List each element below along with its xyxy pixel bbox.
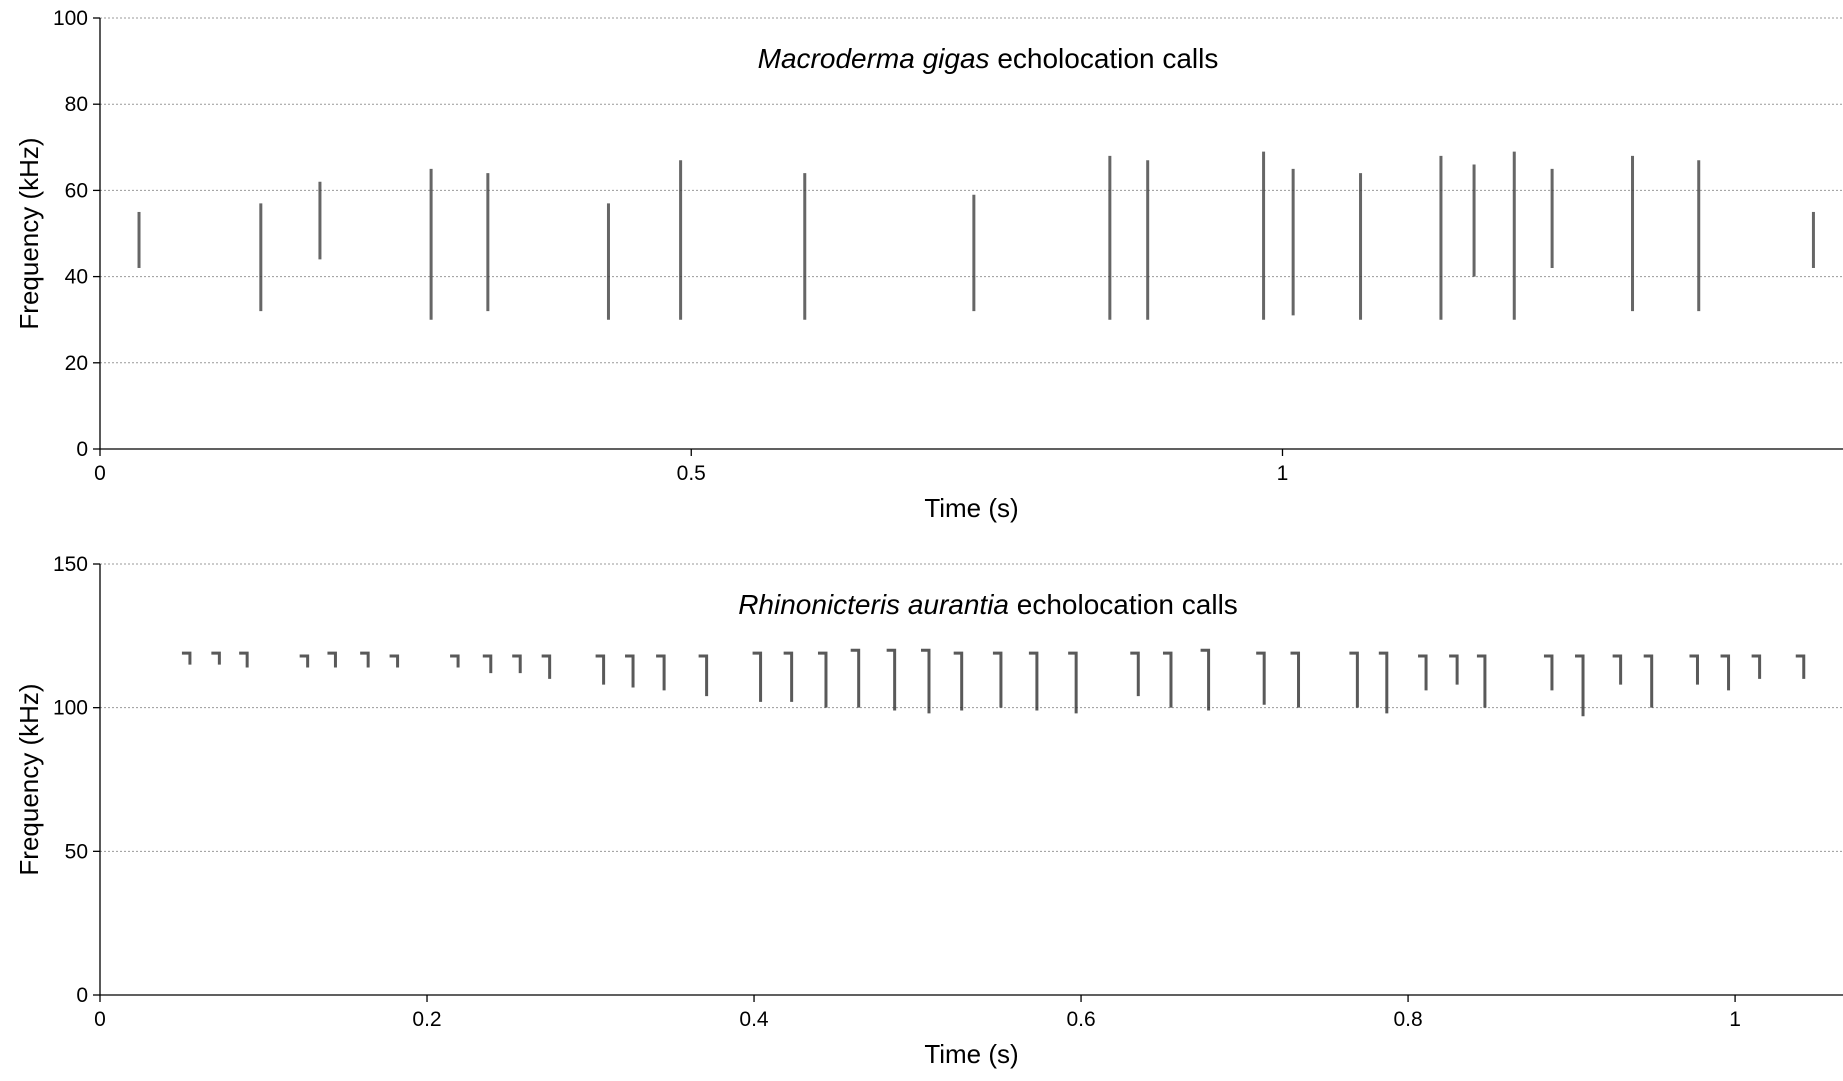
chart-title: Rhinonicteris aurantia echolocation call…: [738, 589, 1238, 620]
title-species: Rhinonicteris aurantia: [738, 589, 1009, 620]
panel: 0 50 100 150 0 0.2 0.4 0.6 0.8 1 Time (s) Frequency…: [14, 553, 1843, 1069]
x-tick-label: 1: [1277, 462, 1289, 485]
call: [482, 654, 493, 674]
y-tick-label: 80: [65, 93, 88, 116]
x-tick-label: 0.2: [412, 1008, 441, 1031]
call: [656, 654, 666, 691]
y-axis-label: Frequency (kHz): [14, 683, 44, 875]
call: [1349, 651, 1359, 708]
call: [752, 651, 763, 702]
y-tick-label: 150: [53, 553, 88, 576]
call: [1068, 651, 1078, 714]
call: [625, 654, 635, 688]
call: [299, 654, 310, 668]
call: [1130, 651, 1140, 697]
call: [389, 654, 400, 668]
title-text: echolocation calls: [997, 43, 1218, 74]
call: [1476, 654, 1487, 708]
call: [1449, 654, 1459, 685]
y-tick-label: 100: [53, 7, 88, 30]
y-tick-label: 60: [65, 179, 88, 202]
call: [1200, 648, 1211, 711]
call: [541, 654, 552, 679]
call: [450, 654, 460, 668]
title-species: Macroderma gigas: [758, 43, 990, 74]
call: [1290, 651, 1301, 708]
call: [512, 654, 522, 674]
y-axis-label: Frequency (kHz): [14, 137, 44, 329]
call: [211, 651, 221, 665]
x-tick-label: 0.5: [677, 462, 706, 485]
panel: 0 20 40 60 80 100 0 0.5 1 Time (s) Frequency (kHz)…: [14, 7, 1843, 523]
y-tick-label: 100: [53, 697, 88, 720]
x-axis-label: Time (s): [924, 493, 1018, 523]
call: [1028, 651, 1039, 711]
call: [953, 651, 964, 711]
call: [1612, 654, 1623, 685]
call: [1418, 654, 1428, 691]
chart-title: Macroderma gigas echolocation calls: [758, 43, 1219, 74]
x-axis-label: Time (s): [924, 1039, 1018, 1069]
call: [698, 654, 709, 697]
x-tick-label: 0.4: [739, 1008, 769, 1031]
x-tick-label: 0.8: [1393, 1008, 1422, 1031]
x-tick-label: 0: [94, 462, 106, 485]
call: [1643, 654, 1654, 708]
y-tick-label: 50: [65, 840, 88, 863]
call: [1795, 654, 1806, 679]
call: [1378, 651, 1389, 714]
x-tick-label: 1: [1729, 1008, 1741, 1031]
call: [920, 648, 931, 714]
x-tick-label: 0.6: [1066, 1008, 1095, 1031]
call: [850, 648, 861, 708]
call: [1256, 651, 1266, 705]
y-tick-label: 0: [76, 984, 88, 1007]
call: [1575, 654, 1585, 717]
call: [327, 651, 337, 668]
call: [239, 651, 249, 668]
call: [817, 651, 828, 708]
call: [595, 654, 606, 685]
x-tick-label: 0: [94, 1008, 106, 1031]
call: [783, 651, 794, 702]
call: [181, 651, 192, 665]
call: [360, 651, 370, 668]
call: [992, 651, 1003, 708]
call: [1162, 651, 1173, 708]
call: [1689, 654, 1699, 685]
call: [1543, 654, 1554, 691]
call: [1720, 654, 1731, 691]
call: [1751, 654, 1762, 679]
y-tick-label: 0: [76, 438, 88, 461]
y-tick-label: 20: [65, 352, 88, 375]
call: [886, 648, 897, 711]
y-tick-label: 40: [65, 266, 88, 289]
title-text: echolocation calls: [1017, 589, 1238, 620]
